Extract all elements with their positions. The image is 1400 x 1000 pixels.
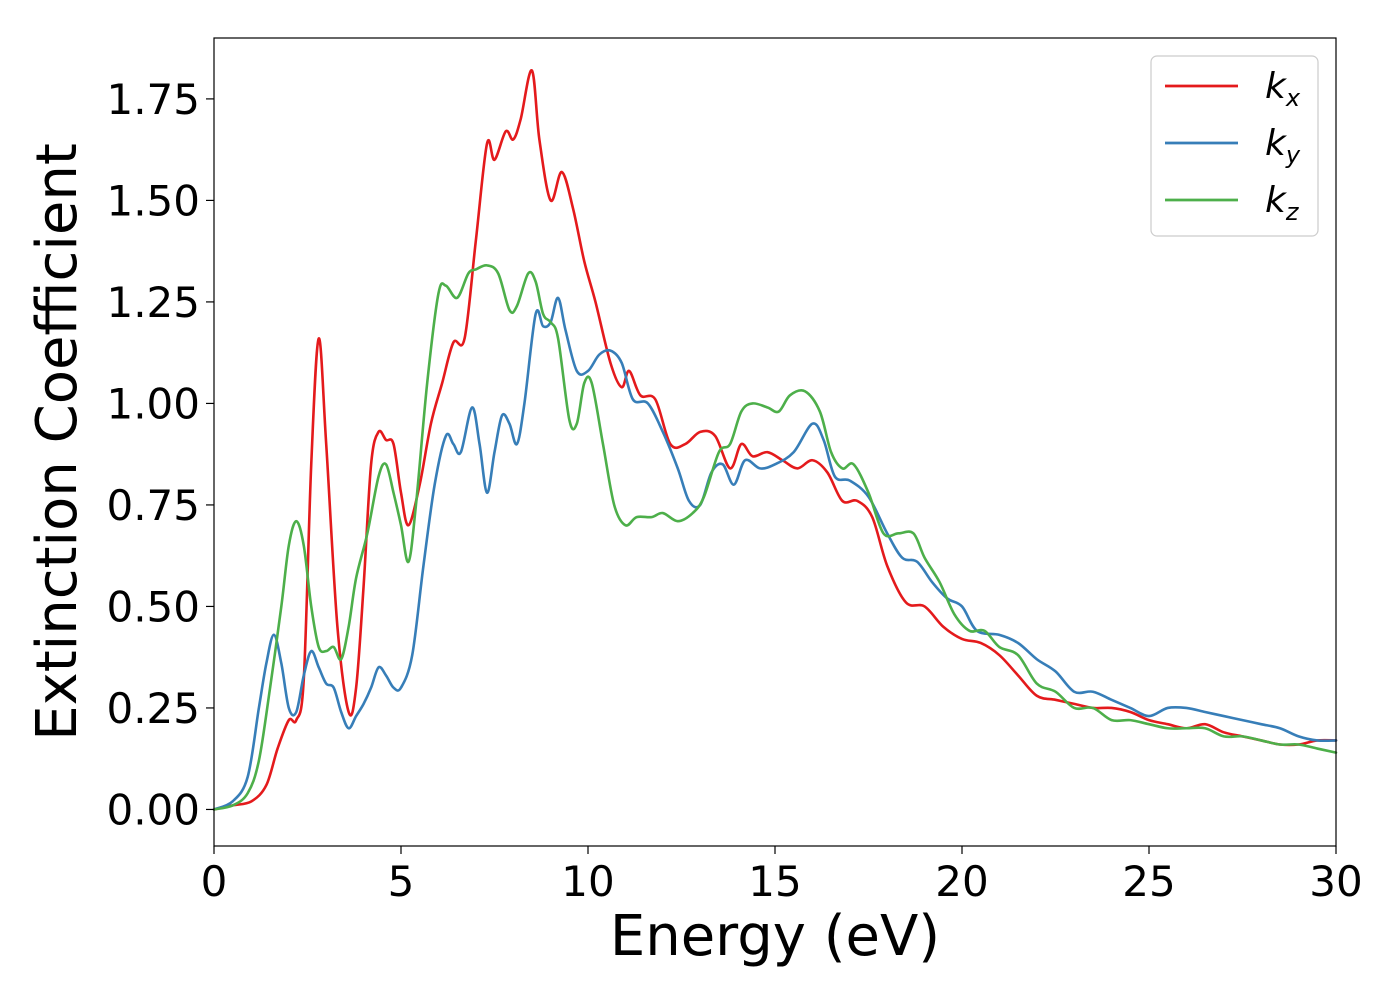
x-axis-ticks: 0 5 10 15 20 25 30 xyxy=(201,846,1363,906)
y-tick-label: 1.00 xyxy=(106,379,200,428)
legend-label-ky: ky xyxy=(1265,123,1301,169)
legend-box xyxy=(1150,55,1319,237)
y-axis-label: Extinction Coefficient xyxy=(25,143,90,741)
x-tick-label: 5 xyxy=(388,857,415,906)
x-tick-label: 20 xyxy=(935,857,988,906)
x-axis-label: Energy (eV) xyxy=(610,904,940,969)
legend-label-kx: kx xyxy=(1265,66,1301,112)
y-tick-label: 0.50 xyxy=(106,582,200,631)
y-tick-label: 0.75 xyxy=(106,481,200,530)
series-layer xyxy=(212,69,1338,811)
legend-label-kz: kz xyxy=(1265,180,1300,226)
x-tick-label: 0 xyxy=(201,857,228,906)
y-tick-label: 1.25 xyxy=(106,278,200,327)
legend: kx ky kz xyxy=(1150,55,1319,237)
x-tick-label: 30 xyxy=(1309,857,1362,906)
y-tick-label: 1.50 xyxy=(106,176,200,225)
x-tick-label: 25 xyxy=(1122,857,1175,906)
x-tick-label: 15 xyxy=(748,857,801,906)
y-tick-label: 0.25 xyxy=(106,684,200,733)
y-axis-ticks: 0.00 0.25 0.50 0.75 1.00 1.25 1.50 1.75 xyxy=(106,75,214,834)
x-tick-label: 10 xyxy=(561,857,614,906)
y-tick-label: 1.75 xyxy=(106,75,200,124)
series-line-kz xyxy=(212,264,1338,811)
y-tick-label: 0.00 xyxy=(106,785,200,834)
series-line-ky xyxy=(212,296,1338,811)
